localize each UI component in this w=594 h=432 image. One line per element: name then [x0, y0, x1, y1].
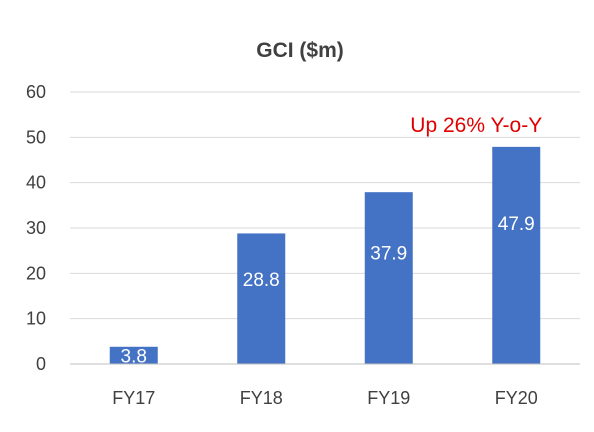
bar-fy18	[237, 233, 286, 364]
bars	[109, 146, 541, 364]
data-label-fy17: 3.8	[121, 346, 147, 367]
x-category-fy18: FY18	[240, 388, 283, 408]
x-category-fy20: FY20	[495, 388, 538, 408]
y-axis-ticks: 0 10 20 30 40 50 60	[26, 82, 46, 374]
y-tick-label: 0	[36, 354, 46, 374]
bar-fy19	[364, 192, 413, 364]
y-tick-label: 10	[26, 309, 46, 329]
y-tick-label: 20	[26, 263, 46, 283]
data-label-fy20: 47.9	[498, 214, 535, 235]
chart-title: GCI ($m)	[256, 39, 344, 62]
x-axis-categories: FY17 FY18 FY19 FY20	[112, 388, 538, 408]
bar-fy17	[109, 346, 158, 364]
data-labels: 3.8 28.8 37.9 47.9	[121, 214, 535, 368]
y-tick-label: 40	[26, 173, 46, 193]
data-label-fy19: 37.9	[370, 243, 407, 264]
data-label-fy18: 28.8	[243, 270, 280, 291]
growth-annotation: Up 26% Y-o-Y	[410, 114, 542, 137]
y-tick-label: 30	[26, 218, 46, 238]
x-category-fy17: FY17	[112, 388, 155, 408]
y-tick-label: 50	[26, 127, 46, 147]
bar-fy20	[492, 146, 541, 364]
y-tick-label: 60	[26, 82, 46, 102]
x-category-fy19: FY19	[367, 388, 410, 408]
